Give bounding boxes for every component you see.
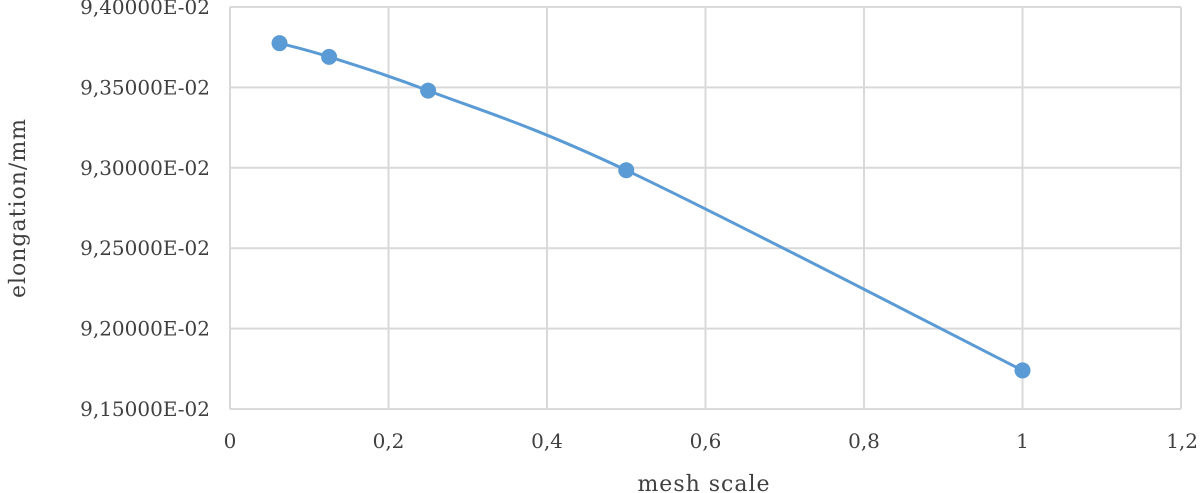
x-tick-label: 0 bbox=[224, 429, 237, 453]
series-layer bbox=[271, 35, 1031, 379]
data-point bbox=[420, 82, 437, 99]
y-tick-label: 9,40000E-02 bbox=[80, 0, 210, 19]
y-axis-ticks: 9,15000E-02 9,20000E-02 9,25000E-02 9,30000… bbox=[80, 0, 210, 421]
y-tick-label: 9,30000E-02 bbox=[80, 156, 210, 180]
y-tick-label: 9,25000E-02 bbox=[80, 236, 210, 260]
x-tick-label: 0,6 bbox=[690, 429, 722, 453]
x-axis-title: mesh scale bbox=[637, 472, 770, 493]
data-point bbox=[271, 35, 288, 52]
y-tick-label: 9,15000E-02 bbox=[80, 397, 210, 421]
x-tick-label: 0,8 bbox=[848, 429, 880, 453]
x-tick-label: 0,2 bbox=[373, 429, 405, 453]
x-tick-label: 1 bbox=[1016, 429, 1029, 453]
series-line bbox=[278, 41, 1024, 372]
data-point bbox=[321, 48, 338, 65]
data-point bbox=[618, 162, 635, 179]
x-tick-label: 0,4 bbox=[531, 429, 563, 453]
y-axis-title: elongation/mm bbox=[6, 118, 31, 298]
x-axis-ticks: 0 0,2 0,4 0,6 0,8 1 1,2 bbox=[224, 429, 1198, 453]
y-tick-label: 9,20000E-02 bbox=[80, 317, 210, 341]
data-point bbox=[1014, 362, 1031, 379]
gridlines bbox=[229, 6, 1182, 410]
y-tick-label: 9,35000E-02 bbox=[80, 75, 210, 99]
x-tick-label: 1,2 bbox=[1166, 429, 1198, 453]
